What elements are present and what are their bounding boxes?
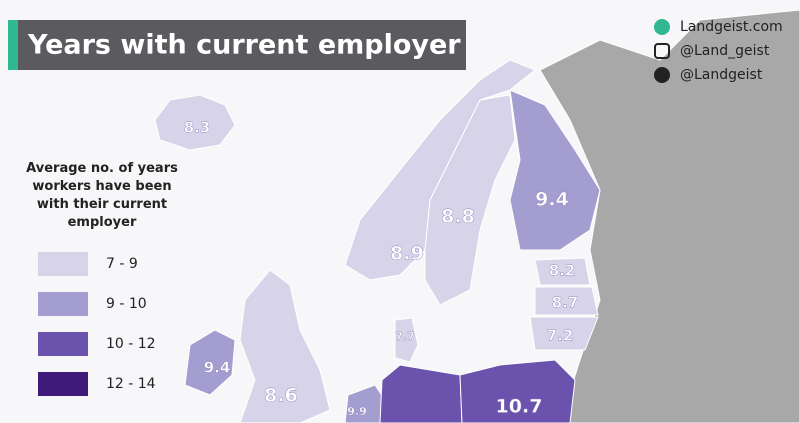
- icon-instagram: [654, 43, 670, 59]
- region-label: 7.2: [547, 327, 574, 345]
- region-label: 8.6: [264, 385, 298, 407]
- title-banner: [8, 20, 466, 70]
- title-accent: [8, 20, 18, 70]
- credit: Landgeist.com: [680, 19, 783, 35]
- region-label: 8.7: [552, 294, 579, 312]
- region-ireland: [184, 329, 236, 396]
- legend-title: employer: [68, 215, 137, 230]
- icon-twitter: [654, 67, 670, 83]
- legend-label: 9 - 10: [106, 296, 147, 312]
- credit: @Land_geist: [680, 43, 770, 59]
- legend-swatch: [38, 332, 88, 356]
- icon-web: [654, 19, 670, 35]
- region-germany: [379, 364, 463, 423]
- region-label: 9.4: [535, 189, 569, 211]
- legend-swatch: [38, 252, 88, 276]
- title: Years with current employer: [27, 30, 461, 61]
- region-latvia: [534, 286, 599, 316]
- legend-label: 7 - 9: [106, 256, 138, 272]
- region-denmark: [394, 317, 419, 363]
- region-uk: [239, 269, 331, 423]
- region-iceland: [154, 94, 236, 151]
- region-label: 8.3: [184, 119, 211, 137]
- region-label: 10.7: [496, 396, 543, 418]
- legend-swatch: [38, 292, 88, 316]
- legend-title: with their current: [37, 197, 167, 212]
- region-finland: [509, 89, 601, 251]
- region-sweden: [424, 94, 516, 306]
- region-label: 8.9: [390, 243, 424, 265]
- legend: 7 - 9 9 - 10 10 - 12 12 - 14: [38, 252, 156, 396]
- credit: @Landgeist: [680, 67, 763, 83]
- legend-swatch: [38, 372, 88, 396]
- region-label: 9.4: [204, 359, 231, 377]
- region-label: 8.8: [441, 206, 475, 228]
- legend-label: 10 - 12: [106, 336, 156, 352]
- region-label: 9.9: [347, 405, 367, 418]
- legend-title: workers have been: [32, 179, 171, 194]
- region-lithuania: [529, 316, 599, 351]
- region-label: 8.2: [549, 262, 576, 280]
- region-poland: [459, 359, 576, 423]
- legend-title: Average no. of years: [26, 161, 178, 176]
- region-label: 7.7: [395, 330, 415, 343]
- region-estonia: [534, 257, 591, 286]
- legend-label: 12 - 14: [106, 376, 156, 392]
